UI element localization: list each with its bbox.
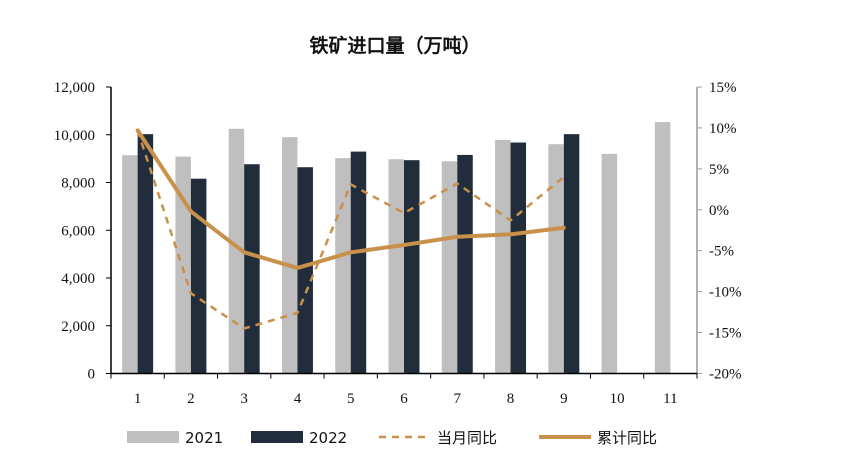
x-tick-label: 4 [294, 391, 302, 407]
bar-2021-1 [122, 155, 138, 374]
line-cumulative-yoy [135, 128, 566, 270]
x-tick-label: 1 [134, 391, 142, 407]
left-tick-label: 12,000 [54, 80, 95, 96]
bar-2021-9 [548, 144, 564, 374]
left-tick-label: 8,000 [61, 176, 95, 192]
x-tick-label: 7 [454, 391, 462, 407]
line-monthly-yoy [136, 129, 565, 330]
bar-2021-6 [388, 159, 404, 374]
bar-2021-5 [335, 158, 351, 374]
x-tick-label: 11 [663, 391, 677, 407]
legend-label-2021: 2021 [185, 429, 223, 447]
x-tick-label: 8 [507, 391, 515, 407]
left-tick-label: 0 [88, 367, 96, 383]
bar-2022-9 [563, 134, 580, 374]
bar-2021-8 [495, 139, 511, 374]
right-tick-label: 5% [709, 162, 729, 178]
left-tick-label: 4,000 [61, 271, 95, 287]
bar-2021-2 [175, 156, 191, 374]
legend-label-2022: 2022 [309, 429, 347, 447]
right-tick-label: 10% [709, 121, 737, 137]
bar-2021-7 [441, 161, 458, 374]
bar-2021-10 [601, 153, 618, 374]
x-tick-label: 3 [240, 391, 248, 407]
right-tick-label: -5% [709, 244, 734, 260]
x-tick-label: 5 [347, 391, 355, 407]
bar-2022-1 [137, 134, 154, 374]
bar-2022-4 [297, 167, 313, 374]
left-tick-label: 6,000 [61, 223, 95, 239]
legend-swatch-2021 [127, 431, 179, 443]
bar-2021-4 [281, 137, 298, 374]
legend-label-monthly-yoy: 当月同比 [437, 429, 497, 447]
right-tick-label: 15% [709, 80, 737, 96]
bar-2022-2 [190, 178, 207, 374]
right-tick-label: 0% [709, 203, 729, 219]
x-tick-label: 9 [560, 391, 568, 407]
chart-title: 铁矿进口量（万吨） [309, 34, 480, 57]
bar-2022-6 [404, 160, 420, 374]
bar-2021-11 [654, 122, 671, 374]
right-tick-label: -10% [709, 285, 742, 301]
x-tick-label: 10 [610, 391, 625, 407]
x-tick-label: 2 [187, 391, 195, 407]
x-tick-label: 6 [400, 391, 408, 407]
bar-2022-7 [457, 154, 473, 374]
right-tick-label: -15% [709, 326, 742, 342]
right-tick-label: -20% [709, 367, 742, 383]
left-tick-label: 2,000 [61, 319, 95, 335]
legend-label-cumulative-yoy: 累计同比 [597, 429, 657, 447]
left-tick-label: 10,000 [54, 128, 95, 144]
bar-2021-3 [228, 128, 245, 374]
bar-2022-8 [510, 142, 527, 374]
bar-2022-3 [244, 164, 260, 374]
bar-2022-5 [350, 151, 367, 374]
legend-swatch-2022 [251, 431, 303, 443]
